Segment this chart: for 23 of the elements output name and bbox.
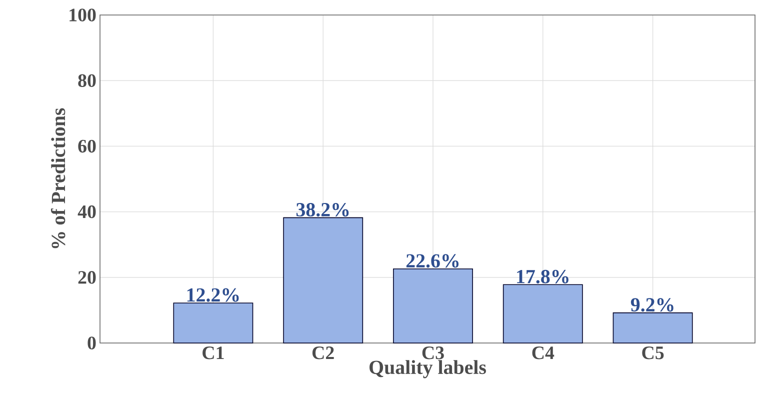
data-label: 17.8% [517,270,568,284]
x-axis-title: Quality labels [370,360,486,378]
y-axis-title: % of Predictions [50,108,66,248]
data-label: 22.6% [406,254,459,268]
bar [612,312,693,344]
y-tick-label: 0 [88,336,96,350]
x-tick-label: C5 [642,346,664,360]
bar [502,284,583,344]
y-tick-label: 60 [78,140,96,153]
bar [173,302,254,344]
bar [393,268,473,344]
y-tick-label: 40 [78,205,96,218]
x-tick-label: C4 [532,346,554,360]
bar [283,217,364,344]
x-tick-label: C1 [202,346,224,360]
x-tick-label: C2 [312,346,334,360]
y-tick-label: 80 [78,74,96,87]
data-label: 38.2% [296,202,349,216]
data-label: 12.2% [187,288,239,302]
data-label: 9.2% [630,298,674,312]
y-tick-label: 20 [78,271,96,284]
y-tick-label: 100 [70,8,96,22]
x-tick-label: C3 [422,346,444,360]
